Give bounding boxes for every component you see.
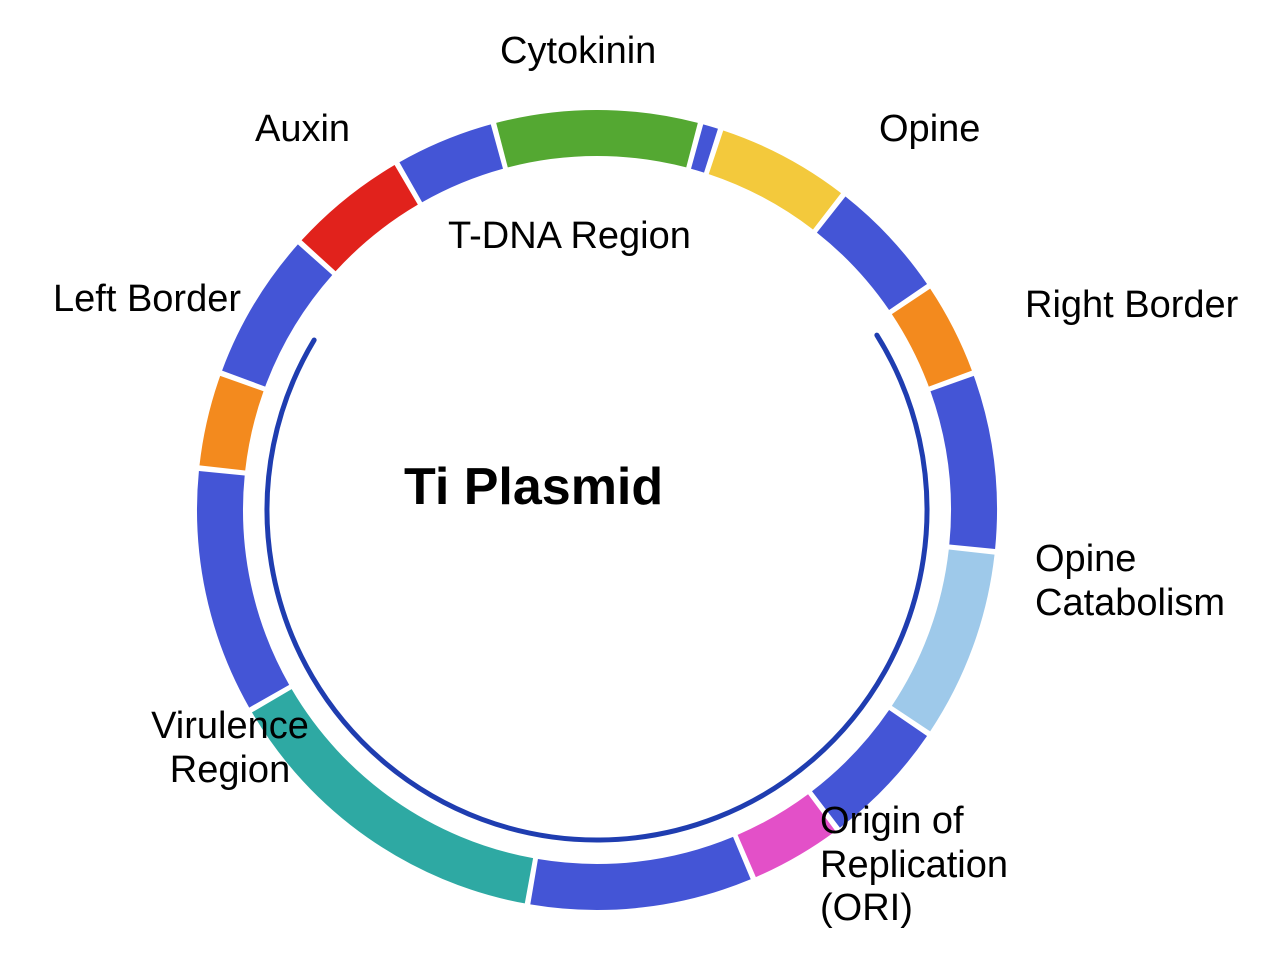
left-border-label: Left Border: [53, 278, 241, 322]
opine-catabolism-label: Opine Catabolism: [1035, 538, 1225, 625]
tdna-region-label: T-DNA Region: [448, 215, 691, 259]
auxin-label: Auxin: [255, 108, 350, 152]
segment-auxin: [302, 165, 418, 271]
segment-gap6: [930, 376, 997, 549]
segment-opine: [709, 130, 841, 229]
segment-opine-catabolism: [892, 549, 995, 731]
virulence-label: Virulence Region: [130, 705, 330, 792]
opine-label: Opine: [879, 108, 980, 152]
segment-gap7: [817, 197, 927, 310]
plasmid-diagram: Cytokinin Opine Auxin Right Border Left Bord…: [0, 0, 1280, 968]
segment-right-border: [892, 289, 972, 387]
segment-gap1: [399, 124, 503, 202]
ori-label: Origin of Replication (ORI): [820, 800, 1008, 931]
cytokinin-label: Cytokinin: [500, 30, 656, 74]
tdna-inner-arc: [267, 335, 927, 840]
segment-gap4: [530, 837, 750, 910]
segment-left-border: [199, 376, 263, 471]
right-border-label: Right Border: [1025, 284, 1238, 328]
title-label: Ti Plasmid: [404, 458, 663, 518]
segment-cytokinin: [496, 110, 698, 167]
